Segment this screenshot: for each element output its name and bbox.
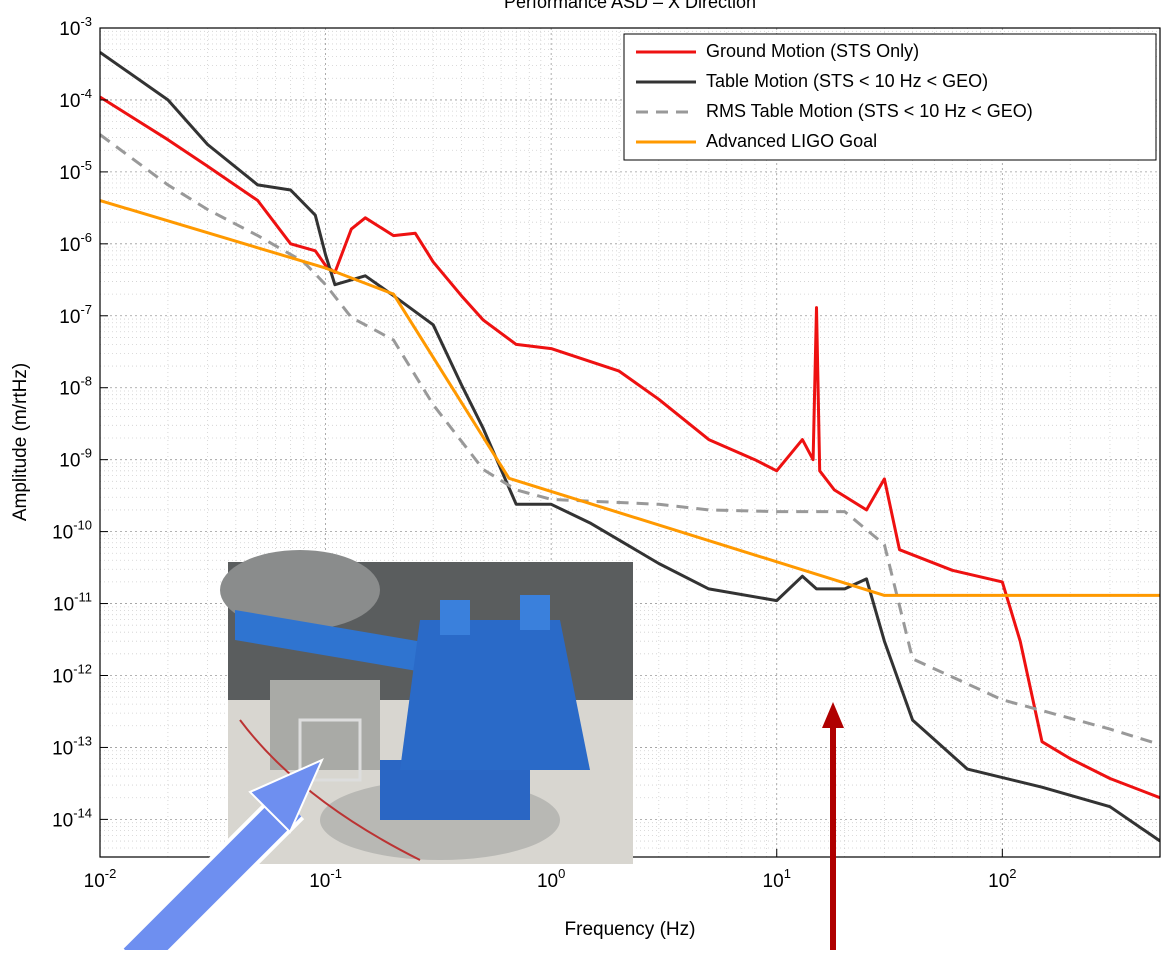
arrow-head xyxy=(248,758,324,834)
y-tick-label: 10-10 xyxy=(52,518,92,544)
y-tick-label: 10-3 xyxy=(59,14,92,40)
y-tick-label: 10-14 xyxy=(52,805,92,831)
arrow-head xyxy=(822,702,844,728)
y-axis-label: Amplitude (m/rtHz) xyxy=(10,363,31,521)
chart-title: Performance ASD – X Direction xyxy=(504,0,756,12)
photo-chamber xyxy=(220,550,380,630)
series-line xyxy=(100,95,1160,800)
x-tick-label: 102 xyxy=(988,866,1016,892)
series-line xyxy=(100,199,1160,597)
blue-arrow xyxy=(120,758,324,955)
series-line xyxy=(100,133,1160,746)
y-tick-label: 10-4 xyxy=(59,86,92,112)
photo-rack xyxy=(270,680,380,770)
x-tick-label: 101 xyxy=(763,866,791,892)
y-tick-label: 10-13 xyxy=(52,733,92,759)
photo-beam xyxy=(235,610,470,680)
photo-platform xyxy=(400,620,590,770)
y-tick-label: 10-9 xyxy=(59,446,92,472)
photo-pod xyxy=(520,595,550,630)
y-tick-label: 10-5 xyxy=(59,158,92,184)
x-tick-label: 10-1 xyxy=(309,866,342,892)
x-tick-label: 100 xyxy=(537,866,565,892)
legend-label: Table Motion (STS < 10 Hz < GEO) xyxy=(706,71,988,91)
x-axis-label: Frequency (Hz) xyxy=(565,919,696,940)
legend-label: Ground Motion (STS Only) xyxy=(706,41,919,61)
legend-label: Advanced LIGO Goal xyxy=(706,131,877,151)
y-tick-label: 10-6 xyxy=(59,230,92,256)
y-tick-label: 10-7 xyxy=(59,302,92,328)
arrow-shaft xyxy=(123,793,302,955)
legend-box xyxy=(623,33,1157,161)
y-tick-label: 10-8 xyxy=(59,374,92,400)
red-arrow xyxy=(822,702,844,950)
legend: Ground Motion (STS Only) Table Motion (ST… xyxy=(623,33,1157,161)
x-tick-label: 10-2 xyxy=(84,866,117,892)
y-tick-label: 10-12 xyxy=(52,661,92,687)
legend-label: RMS Table Motion (STS < 10 Hz < GEO) xyxy=(706,101,1033,121)
photo-cable xyxy=(239,719,421,861)
ticks: 10-2 10-1 100 101 102 10-3 10-4 10-5 10-6 10-7 10-… xyxy=(52,14,1016,892)
plot-lines xyxy=(100,51,1160,843)
photo-stand xyxy=(298,718,362,782)
y-tick-label: 10-11 xyxy=(53,590,92,616)
photo-pod xyxy=(440,600,470,635)
series-line xyxy=(100,51,1160,843)
